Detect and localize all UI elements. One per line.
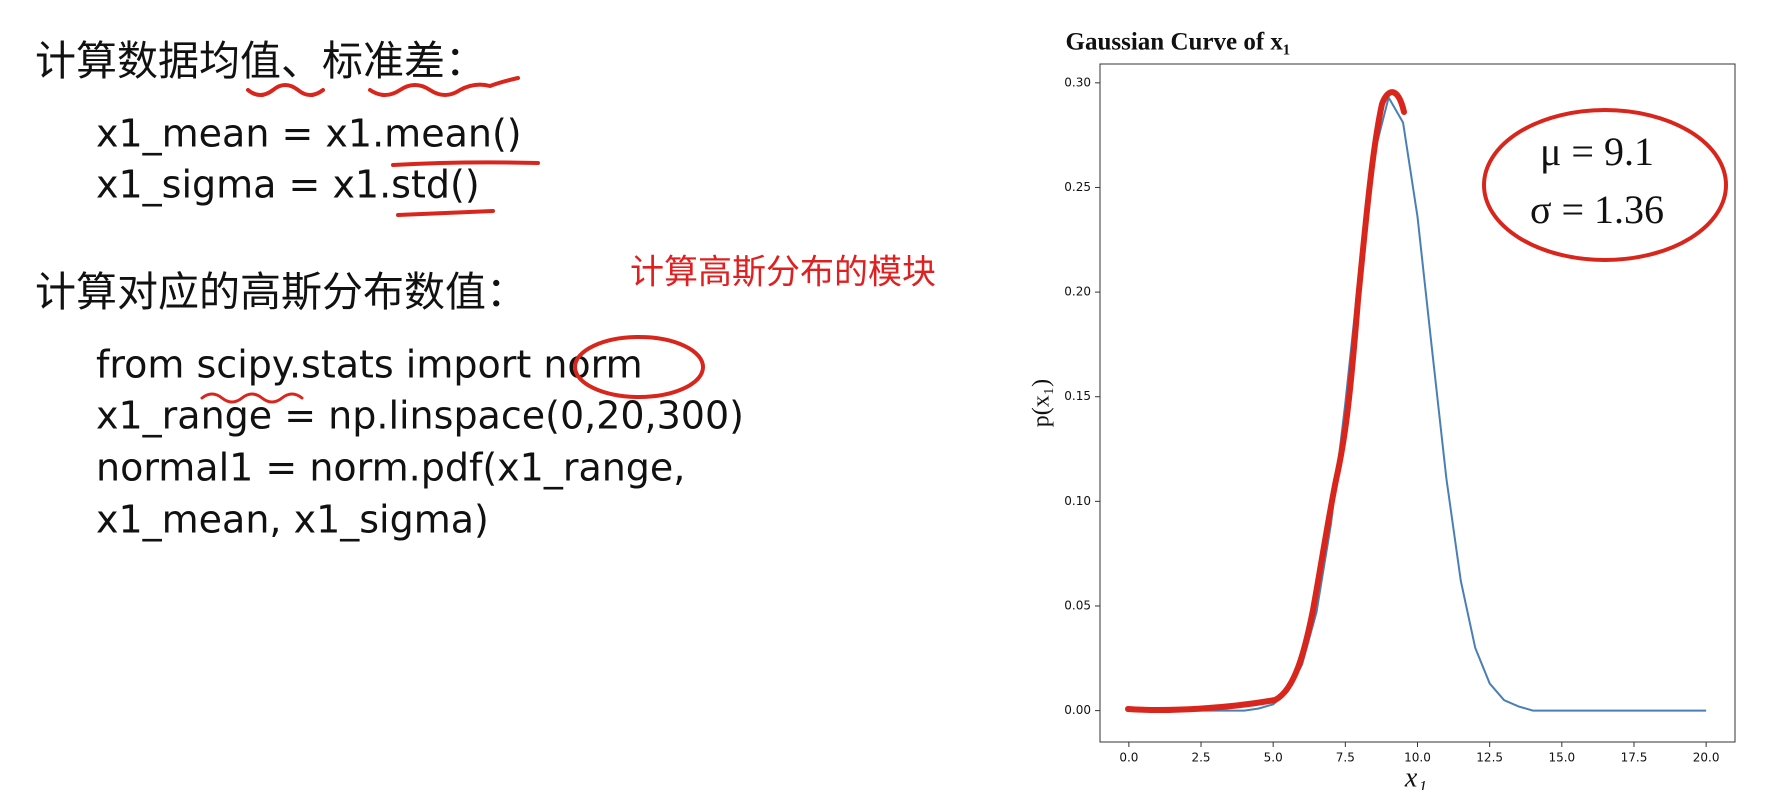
x-tick-label: 0.0 — [1119, 751, 1138, 765]
heading: 计算数据均值、标准差： — [35, 37, 486, 85]
x-tick-label: 10.0 — [1404, 751, 1431, 765]
ink-circle — [573, 335, 705, 399]
code-line: from scipy.stats import norm — [96, 343, 643, 387]
ink-underline — [246, 83, 325, 97]
y-axis-label: p(x₁) — [1029, 379, 1055, 427]
x-tick-label: 2.5 — [1191, 751, 1210, 765]
code-line: x1_range = np.linspace(0,20,300) — [96, 394, 744, 438]
chart-title: Gaussian Curve of x₁ — [1066, 29, 1291, 56]
x-tick-label: 5.0 — [1264, 751, 1283, 765]
y-tick-label: 0.30 — [1064, 75, 1091, 89]
y-tick-label: 0.00 — [1064, 703, 1091, 717]
ink-underline — [396, 209, 495, 217]
param-sigma: σ = 1.36 — [1530, 187, 1664, 232]
ink-underline — [200, 392, 304, 404]
y-tick-label: 0.25 — [1064, 180, 1091, 194]
x-axis-label: x₁ — [1404, 762, 1427, 790]
code-line: x1_sigma = x1.std() — [96, 163, 480, 207]
y-tick-label: 0.10 — [1064, 494, 1091, 508]
ink-trace — [1125, 89, 1407, 713]
ink-underline — [391, 160, 540, 167]
x-tick-label: 15.0 — [1548, 751, 1575, 765]
code-line: normal1 = norm.pdf(x1_range, — [96, 446, 685, 490]
y-tick-label: 0.20 — [1064, 285, 1091, 299]
code-line: x1_mean = x1.mean() — [96, 112, 522, 156]
param-mu: μ = 9.1 — [1540, 129, 1654, 174]
line — [1128, 94, 1707, 712]
ink-circle — [1482, 108, 1728, 262]
x-tick-label: 7.5 — [1336, 751, 1355, 765]
note: 计算高斯分布的模块 — [630, 253, 936, 293]
y-tick-label: 0.15 — [1064, 389, 1091, 403]
x-tick-label: 20.0 — [1693, 751, 1720, 765]
x-tick-label: 12.5 — [1476, 751, 1503, 765]
code-line: x1_mean, x1_sigma) — [96, 498, 489, 542]
ink-underline — [368, 76, 520, 97]
heading: 计算对应的高斯分布数值： — [35, 268, 527, 316]
x-tick-label: 17.5 — [1621, 751, 1648, 765]
y-tick-label: 0.05 — [1064, 598, 1091, 612]
